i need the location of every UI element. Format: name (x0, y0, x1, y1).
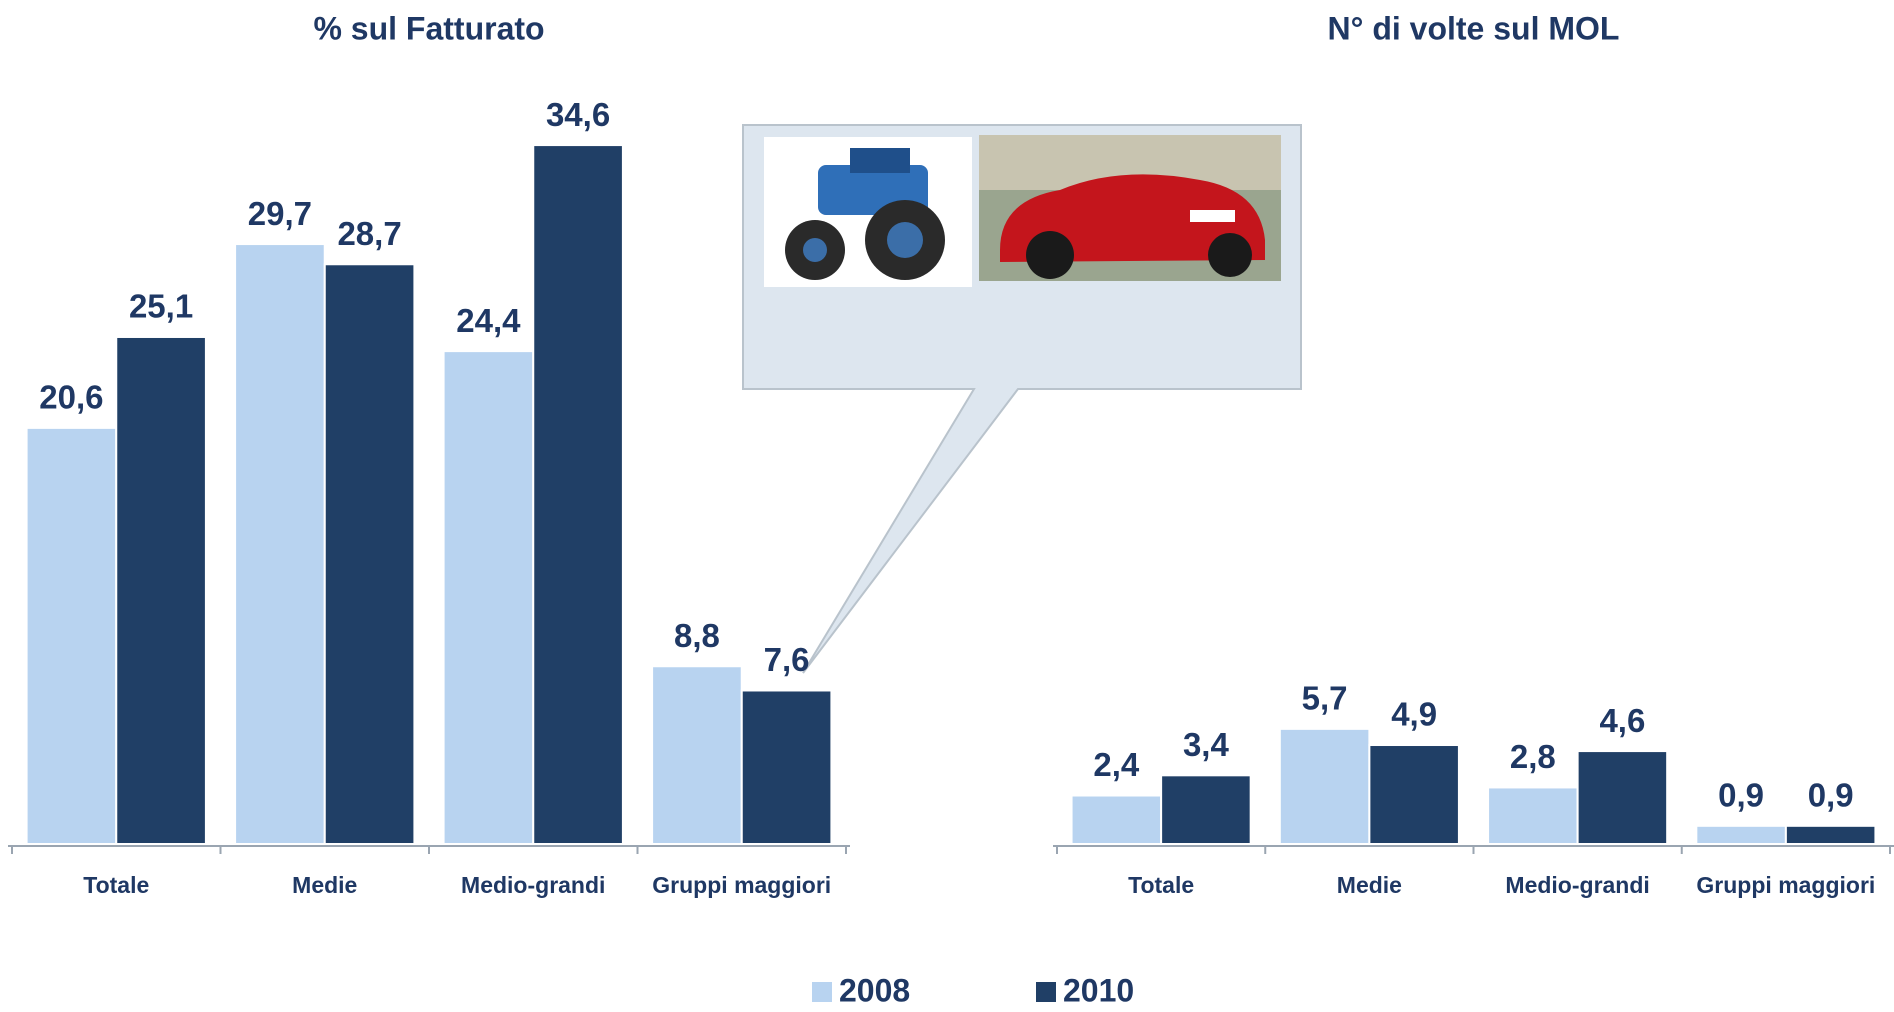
bar (1695, 824, 1787, 846)
bar (1160, 774, 1252, 846)
x-tick-label: Medie (292, 872, 357, 898)
bar (1278, 727, 1371, 845)
data-label: 20,6 (39, 379, 103, 416)
x-tick-label: Gruppi maggiori (652, 872, 831, 898)
x-tick-label: Medio-grandi (1505, 872, 1649, 898)
legend-label: 2010 (1063, 972, 1134, 1008)
tractor (785, 148, 945, 280)
data-label: 29,7 (248, 195, 312, 232)
legend-swatch (812, 982, 832, 1002)
data-label: 8,8 (674, 617, 720, 654)
bar (1487, 786, 1579, 846)
bar (532, 144, 624, 845)
x-tick-label: Totale (83, 872, 149, 898)
data-label: 7,6 (764, 641, 810, 678)
car (979, 135, 1281, 279)
bar (651, 665, 743, 845)
data-label: 5,7 (1302, 680, 1348, 717)
bar (323, 263, 416, 845)
bar (1368, 744, 1460, 846)
data-label: 0,9 (1718, 777, 1764, 814)
data-label: 2,4 (1093, 746, 1140, 783)
data-label: 3,4 (1183, 726, 1230, 763)
data-label: 4,9 (1391, 696, 1437, 733)
bar (1576, 750, 1669, 846)
data-label: 24,4 (456, 302, 521, 339)
data-label: 0,9 (1808, 777, 1854, 814)
bar (25, 426, 118, 845)
bar (442, 350, 535, 845)
data-label: 4,6 (1599, 702, 1645, 739)
data-label: 34,6 (546, 96, 610, 133)
x-tick-label: Medio-grandi (461, 872, 605, 898)
x-tick-label: Totale (1128, 872, 1194, 898)
data-label: 25,1 (129, 288, 193, 325)
data-label: 2,8 (1510, 738, 1556, 775)
callout (742, 124, 1302, 674)
x-tick-label: Medie (1337, 872, 1402, 898)
bar (234, 243, 326, 845)
legend-swatch (1036, 982, 1056, 1002)
chart-title: N° di volte sul MOL (1328, 10, 1620, 46)
bar (115, 335, 207, 845)
bar (1070, 794, 1163, 846)
chart-title: % sul Fatturato (313, 10, 544, 46)
legend-label: 2008 (839, 972, 910, 1008)
bar (1784, 824, 1877, 846)
x-tick-label: Gruppi maggiori (1696, 872, 1875, 898)
data-label: 28,7 (337, 215, 401, 252)
bar (740, 689, 833, 845)
